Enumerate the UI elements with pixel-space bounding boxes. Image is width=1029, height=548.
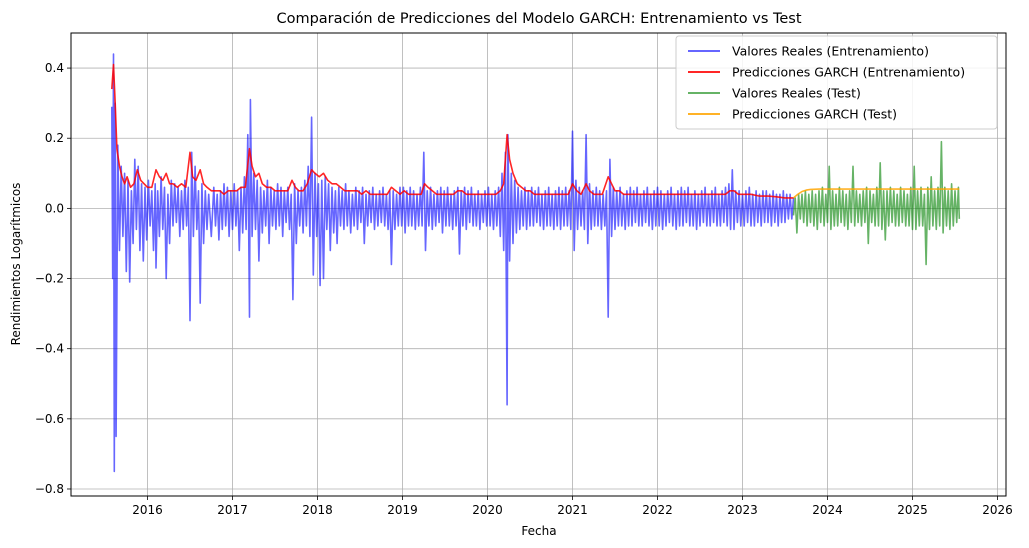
y-tick-label: 0.2 xyxy=(45,131,64,145)
x-axis-title: Fecha xyxy=(521,524,556,538)
x-tick-label: 2020 xyxy=(472,503,503,517)
legend: Valores Reales (Entrenamiento) Prediccio… xyxy=(675,35,998,130)
x-tick-label: 2026 xyxy=(982,503,1013,517)
x-tick-label: 2025 xyxy=(897,503,928,517)
y-tick-label: 0.4 xyxy=(45,61,64,75)
y-tick-label: −0.6 xyxy=(35,412,64,426)
plot-series xyxy=(111,53,961,473)
x-tick-label: 2024 xyxy=(812,503,843,517)
chart-title: Comparación de Predicciones del Modelo G… xyxy=(276,11,801,27)
series-line-test-pred xyxy=(792,188,960,199)
x-tick-label: 2017 xyxy=(217,503,248,517)
x-tick-label: 2023 xyxy=(727,503,758,517)
legend-label-train-pred: Predicciones GARCH (Entrenamiento) xyxy=(732,65,965,80)
y-tick-label: 0.0 xyxy=(45,201,64,215)
y-tick-label: −0.4 xyxy=(35,342,64,356)
series-line-test-real xyxy=(792,140,961,266)
series-line-train-pred xyxy=(111,63,794,199)
x-tick-label: 2016 xyxy=(132,503,163,517)
legend-box xyxy=(675,35,998,130)
legend-label-test-real: Valores Reales (Test) xyxy=(732,86,861,101)
x-tick-label: 2018 xyxy=(302,503,333,517)
x-tick-label: 2019 xyxy=(387,503,418,517)
y-axis-title: Rendimientos Logarítmicos xyxy=(9,183,23,346)
x-tick-label: 2021 xyxy=(557,503,588,517)
y-tick-label: −0.2 xyxy=(35,272,64,286)
axis-ticks: 2016 2017 2018 2019 2020 2021 2022 2023 2024 2025… xyxy=(35,61,1013,517)
y-tick-label: −0.8 xyxy=(35,482,64,496)
legend-label-test-pred: Predicciones GARCH (Test) xyxy=(732,107,897,122)
plot-frame xyxy=(70,32,1007,497)
legend-label-train-real: Valores Reales (Entrenamiento) xyxy=(732,44,929,59)
x-tick-label: 2022 xyxy=(642,503,673,517)
